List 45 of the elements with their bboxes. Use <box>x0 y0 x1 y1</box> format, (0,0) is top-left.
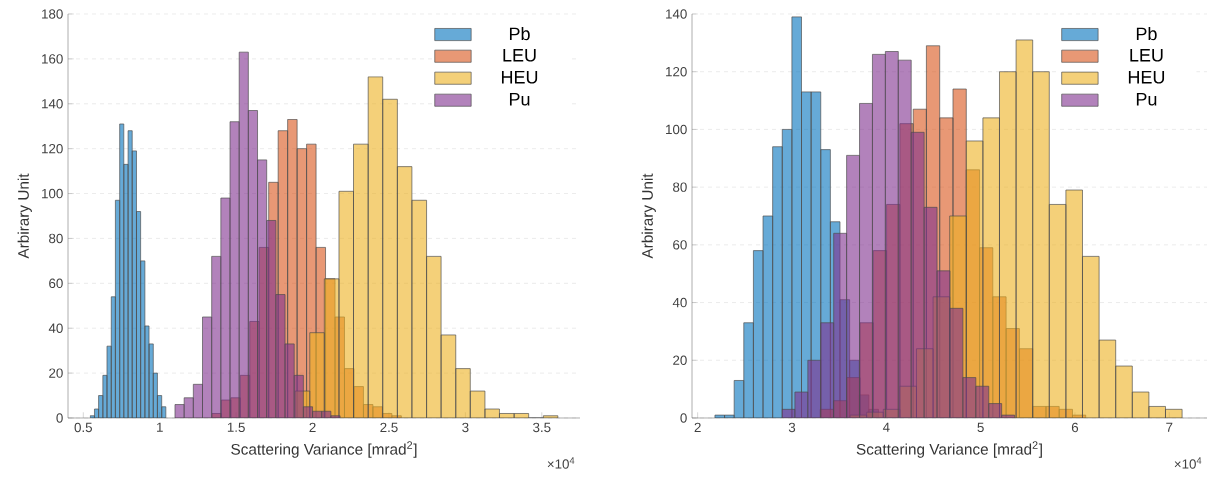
legend-label: HEU <box>501 71 538 84</box>
y-tick-label: 80 <box>49 233 63 244</box>
legend-label: HEU <box>1128 71 1165 84</box>
y-tick-label: 0 <box>56 413 63 423</box>
y-tick-label: 20 <box>49 368 63 378</box>
x-tick-label: 2.5 <box>380 422 398 433</box>
x-tick-label: 5 <box>977 422 984 432</box>
x-axis-title: Scattering Variance [mrad$^{2}$] <box>231 441 417 458</box>
x-tick-label: 4 <box>882 422 890 432</box>
y-tick-label: 180 <box>42 9 63 19</box>
y-tick-label: 0 <box>680 413 687 423</box>
text: ×10$^{4}$ <box>547 457 575 469</box>
y-tick-label: 100 <box>666 124 687 135</box>
x-tick-label: 3 <box>788 422 796 433</box>
y-tick-label: 140 <box>42 99 63 109</box>
y-tick-label: 40 <box>672 297 687 308</box>
y-tick-label: 20 <box>673 355 687 365</box>
y-tick-label: 120 <box>666 66 687 77</box>
y-tick-label: 140 <box>666 9 687 19</box>
legend-label: Pu <box>509 93 530 106</box>
y-tick-label: 100 <box>42 188 63 199</box>
y-tick-label: 80 <box>673 182 687 192</box>
x-tick-label: 1.5 <box>227 422 245 432</box>
y-tick-label: 160 <box>42 54 63 64</box>
legend-label: LEU <box>1130 49 1163 62</box>
legend-label: Pu <box>1136 93 1157 106</box>
y-tick-label: 60 <box>673 240 687 250</box>
legend-label: Pb <box>1136 27 1157 41</box>
y-tick-label: 60 <box>49 278 63 289</box>
y-axis-title: Arbirary Unit <box>17 173 32 259</box>
x-tick-label: 0.5 <box>74 422 93 433</box>
x-tick-label: 7 <box>1166 422 1173 432</box>
legend-label: LEU <box>503 49 536 62</box>
x-tick-label: 2 <box>309 422 316 433</box>
x-tick-label: 3 <box>462 422 469 433</box>
x-axis-title: Scattering Variance [mrad$^{2}$] <box>856 441 1042 458</box>
legend-label: Pb <box>509 27 530 41</box>
x-tick-label: 3.5 <box>533 422 551 433</box>
text: ×10$^{4}$ <box>1174 457 1202 469</box>
y-axis-title: Arbirary Unit <box>641 173 656 259</box>
x-tick-label: 1 <box>157 422 163 432</box>
y-tick-label: 120 <box>42 143 63 154</box>
y-tick-label: 40 <box>48 323 63 333</box>
x-tick-label: 2 <box>694 422 701 433</box>
x-tick-label: 6 <box>1071 422 1079 433</box>
